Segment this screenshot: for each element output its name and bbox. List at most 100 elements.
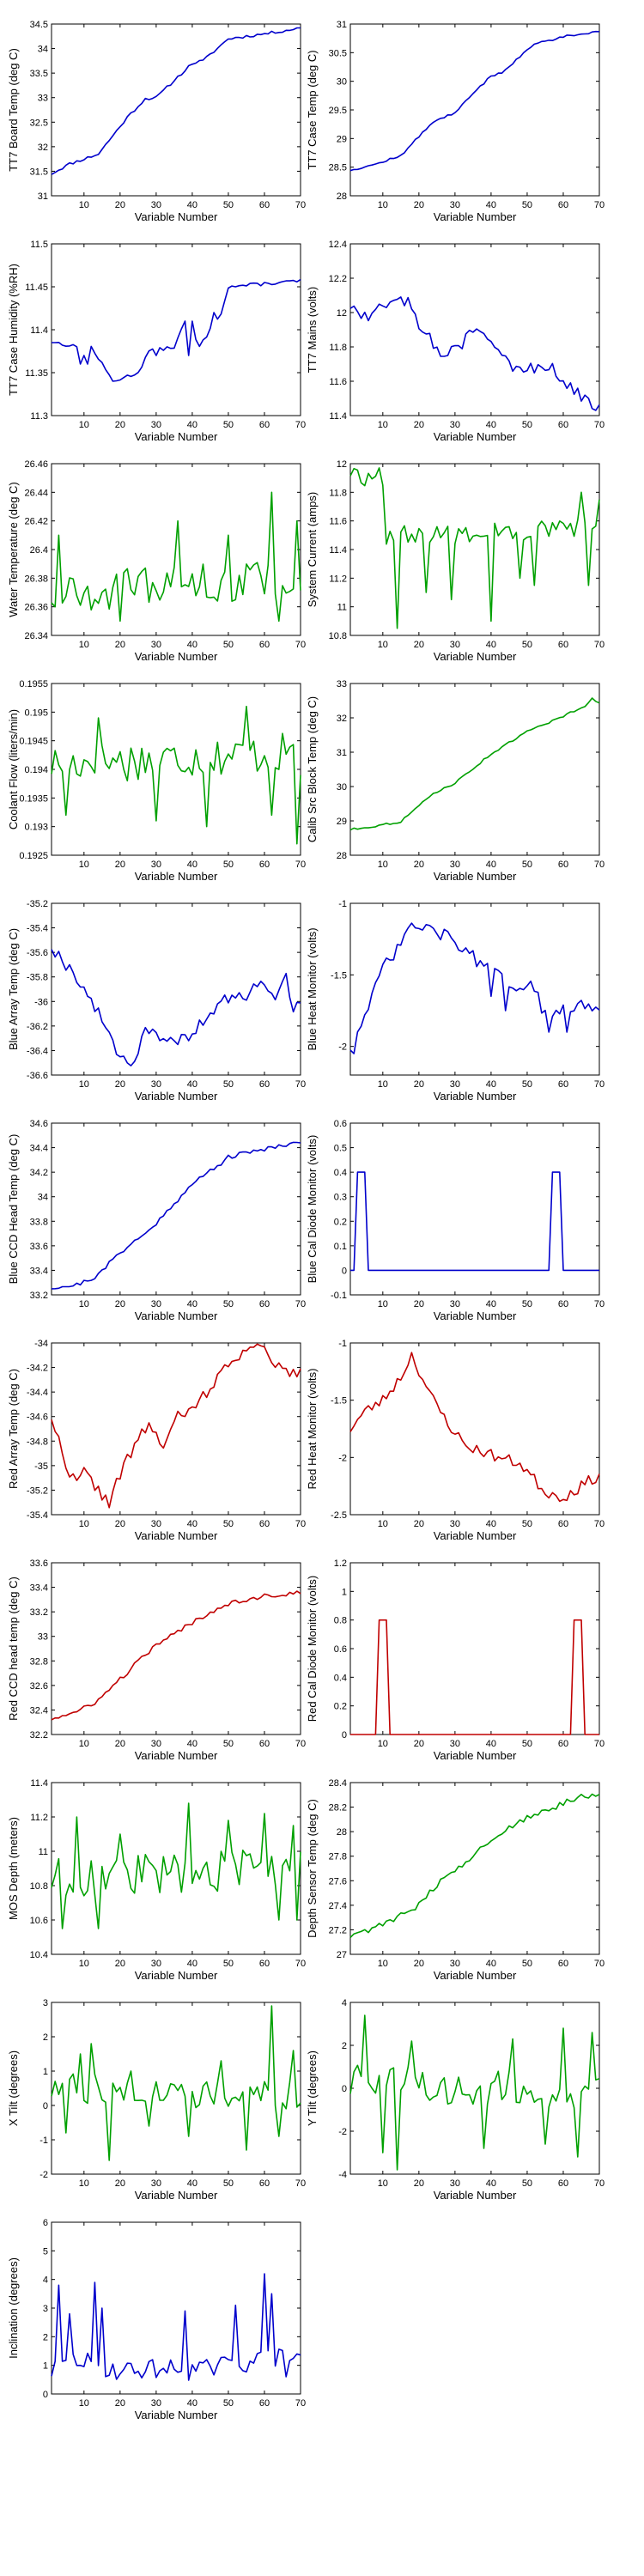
x-tick-label: 30 — [151, 1299, 161, 1309]
plot-area-frame — [51, 2002, 301, 2175]
series-line — [51, 1141, 301, 1290]
y-tick-label: -35.2 — [27, 899, 48, 909]
x-tick-label: 30 — [450, 2178, 460, 2189]
x-axis-label: Variable Number — [434, 1749, 517, 1762]
x-axis-label: Variable Number — [135, 210, 218, 223]
y-axis-label: Water Temperature (deg C) — [7, 482, 20, 617]
y-tick-label: 31 — [337, 748, 347, 758]
plot-area-frame — [349, 463, 600, 636]
x-axis-label: Variable Number — [434, 1090, 517, 1103]
y-tick-label: 28 — [337, 851, 347, 861]
series-line — [350, 1619, 599, 1735]
plot-area-frame — [349, 683, 600, 856]
x-tick-label: 60 — [259, 640, 270, 650]
y-axis-label: MOS Depth (meters) — [7, 1817, 20, 1920]
y-tick-label: 10.8 — [30, 1881, 48, 1892]
x-tick-label: 20 — [115, 200, 125, 210]
x-tick-label: 40 — [486, 640, 496, 650]
y-tick-label: 33.4 — [30, 1583, 48, 1594]
x-axis-label: Variable Number — [135, 1529, 218, 1542]
series-line — [51, 2273, 301, 2381]
y-tick-label: 0.1935 — [19, 793, 48, 804]
y-tick-label: 0 — [43, 2390, 48, 2400]
y-tick-label: 33.2 — [30, 1607, 48, 1618]
x-tick-label: 60 — [558, 1519, 568, 1529]
x-tick-label: 20 — [414, 640, 424, 650]
chart-panel: 11.4 11.6 11.8 12 12.2 12.4 10 20 30 40 50 60 70 Vari… — [306, 240, 605, 443]
x-tick-label: 60 — [259, 1519, 270, 1529]
series-line — [349, 296, 600, 411]
y-axis-label: Y Tilt (degrees) — [306, 2050, 319, 2126]
plot-area-frame — [51, 23, 301, 197]
x-tick-label: 60 — [558, 420, 568, 430]
y-tick-label: -36 — [34, 997, 48, 1007]
y-tick-label: 0 — [342, 1730, 347, 1741]
y-tick-label: 33 — [337, 679, 347, 690]
y-axis-label: Calib Src Block Temp (deg C) — [306, 696, 319, 842]
y-tick-label: 27.2 — [329, 1925, 347, 1935]
y-tick-label: 28.5 — [329, 163, 347, 173]
y-tick-label: 31 — [38, 191, 48, 202]
y-tick-label: 33.6 — [30, 1242, 48, 1252]
x-tick-label: 20 — [115, 420, 125, 430]
x-tick-label: 50 — [223, 200, 234, 210]
y-axis-label: Coolant Flow (liters/min) — [7, 709, 20, 829]
x-tick-label: 50 — [522, 420, 532, 430]
y-tick-label: 32 — [337, 714, 347, 724]
chart-panel: 10.4 10.6 10.8 11 11.2 11.4 10 20 30 40 50 60 70 Vari… — [7, 1778, 306, 1982]
x-tick-label: 40 — [486, 2178, 496, 2189]
y-tick-label: -4 — [338, 2170, 347, 2180]
x-tick-label: 70 — [594, 200, 605, 210]
chart-panel: 11.3 11.35 11.4 11.45 11.5 10 20 30 40 50 60 70 Vari… — [7, 240, 306, 443]
x-tick-label: 60 — [558, 860, 568, 870]
y-axis-label: Blue CCD Head Temp (deg C) — [7, 1134, 20, 1285]
x-tick-label: 50 — [223, 860, 234, 870]
x-tick-label: 70 — [594, 640, 605, 650]
x-tick-label: 10 — [378, 1959, 388, 1969]
y-tick-label: 2 — [43, 2032, 48, 2043]
y-tick-label: 11.4 — [329, 545, 347, 556]
x-tick-label: 70 — [594, 1519, 605, 1529]
x-tick-label: 60 — [259, 2398, 270, 2409]
x-tick-label: 30 — [151, 2178, 161, 2189]
y-tick-label: 28 — [337, 1827, 347, 1838]
x-tick-label: 50 — [223, 1519, 234, 1529]
y-tick-label: 11.45 — [25, 283, 48, 293]
y-tick-label: 26.4 — [30, 545, 48, 556]
chart-panel: 31 31.5 32 32.5 33 33.5 34 34.5 10 20 30 40 50 60 70 Va… — [7, 20, 306, 223]
x-tick-label: 60 — [259, 1299, 270, 1309]
y-tick-label: 4 — [342, 1998, 347, 2008]
x-tick-label: 20 — [115, 1299, 125, 1309]
x-tick-label: 40 — [486, 1739, 496, 1749]
y-tick-label: -35.4 — [27, 924, 48, 934]
x-tick-label: 10 — [79, 200, 89, 210]
chart-panel: 26.34 26.36 26.38 26.4 26.42 26.44 26.46 10 20 30… — [7, 459, 306, 663]
y-axis-label: TT7 Case Temp (deg C) — [306, 50, 319, 169]
y-tick-label: -2 — [39, 2170, 48, 2180]
y-tick-label: 11.6 — [329, 377, 347, 387]
y-tick-label: 27 — [337, 1950, 347, 1960]
x-tick-label: 60 — [259, 860, 270, 870]
x-tick-label: 20 — [115, 1959, 125, 1969]
y-tick-label: 28.2 — [329, 1803, 347, 1814]
x-tick-label: 30 — [450, 1739, 460, 1749]
y-tick-label: -34 — [34, 1339, 48, 1349]
x-axis-label: Variable Number — [135, 1749, 218, 1762]
plot-area-frame — [349, 1122, 600, 1296]
x-tick-label: 60 — [259, 200, 270, 210]
y-tick-label: 29.5 — [329, 106, 347, 116]
y-tick-label: 32 — [38, 143, 48, 153]
y-tick-label: 1.2 — [334, 1558, 347, 1569]
y-tick-label: 11.5 — [30, 240, 48, 250]
series-line — [51, 1802, 301, 1929]
y-tick-label: 0.1955 — [19, 679, 48, 690]
y-tick-label: 34.6 — [30, 1119, 48, 1129]
x-tick-label: 70 — [594, 1739, 605, 1749]
y-tick-label: 10.6 — [30, 1916, 48, 1926]
x-tick-label: 20 — [115, 1519, 125, 1529]
y-tick-label: 11.8 — [329, 488, 347, 498]
x-tick-label: 50 — [223, 2178, 234, 2189]
y-tick-label: 11.35 — [25, 368, 48, 379]
y-tick-label: 26.46 — [24, 459, 48, 470]
y-tick-label: 0.1925 — [19, 851, 48, 861]
